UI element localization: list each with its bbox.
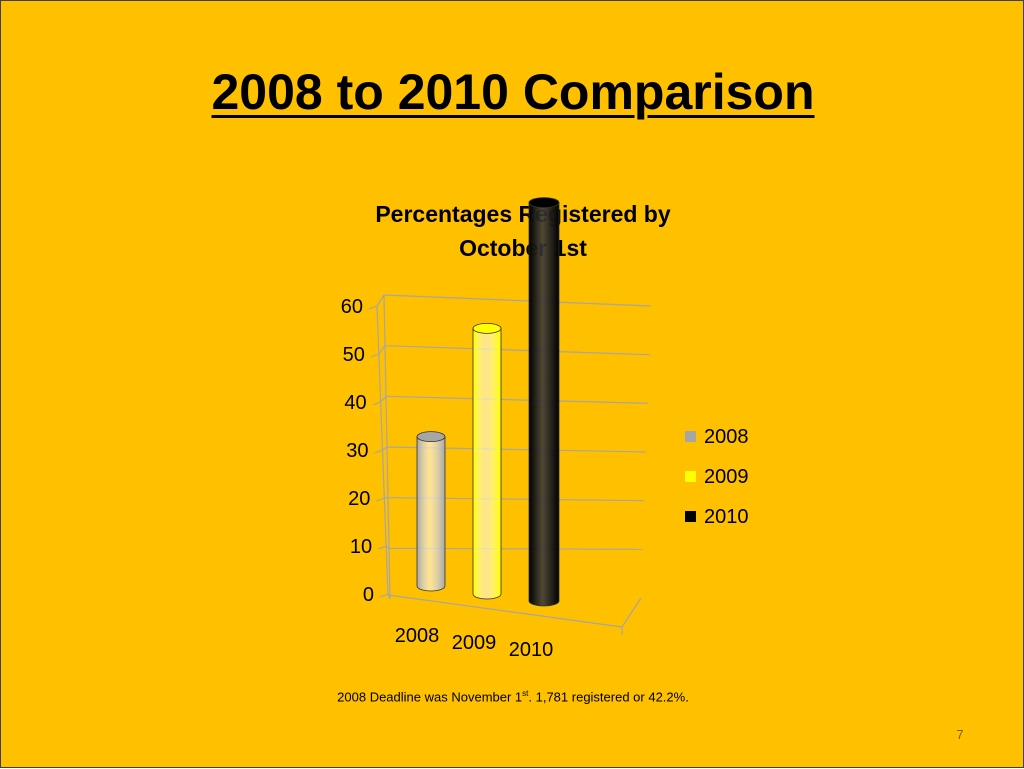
y-tick-mark xyxy=(371,354,379,357)
bar-top-2010 xyxy=(529,198,559,208)
legend-swatch xyxy=(685,511,696,522)
gridline xyxy=(386,396,648,403)
y-tick-label: 20 xyxy=(348,488,370,510)
bar-top-2008 xyxy=(417,432,445,442)
footnote: 2008 Deadline was November 1st. 1,781 re… xyxy=(1,689,1024,704)
floor-front-edge xyxy=(388,595,622,627)
y-tick-mark xyxy=(373,402,381,405)
bar-2009 xyxy=(473,328,501,599)
bar-top-2009 xyxy=(473,323,501,333)
y-tick-label: 0 xyxy=(363,584,374,606)
legend-label: 2008 xyxy=(704,426,749,448)
legend-swatch xyxy=(685,471,696,482)
y-tick-label: 10 xyxy=(350,536,372,558)
y-tick-mark xyxy=(380,594,388,597)
y-tick-mark xyxy=(375,450,383,453)
bar-2010 xyxy=(529,203,559,606)
gridline xyxy=(384,295,651,306)
legend-label: 2009 xyxy=(704,466,749,488)
side-wall-line xyxy=(379,346,385,354)
y-tick-label: 30 xyxy=(346,440,368,462)
x-tick-label: 2008 xyxy=(395,625,440,647)
side-wall-line xyxy=(383,447,388,450)
bar-2008 xyxy=(417,437,445,591)
footnote-text: 2008 Deadline was November 1 xyxy=(337,689,522,704)
page-number: 7 xyxy=(945,727,975,742)
y-tick-label: 50 xyxy=(343,344,365,366)
y-tick-mark xyxy=(376,498,384,501)
legend-swatch xyxy=(685,431,696,442)
y-tick-mark xyxy=(378,546,386,549)
floor-right-edge xyxy=(622,598,641,627)
y-tick-mark xyxy=(369,306,377,309)
y-tick-label: 60 xyxy=(341,296,363,318)
side-wall-line xyxy=(377,295,384,306)
legend-label: 2010 xyxy=(704,506,749,528)
x-tick-label: 2010 xyxy=(509,639,554,661)
y-tick-label: 40 xyxy=(344,392,366,414)
gridline xyxy=(385,346,649,355)
x-tick-label: 2009 xyxy=(452,632,497,654)
side-wall-line xyxy=(381,396,386,402)
footnote-text-end: . 1,781 registered or 42.2%. xyxy=(528,689,688,704)
